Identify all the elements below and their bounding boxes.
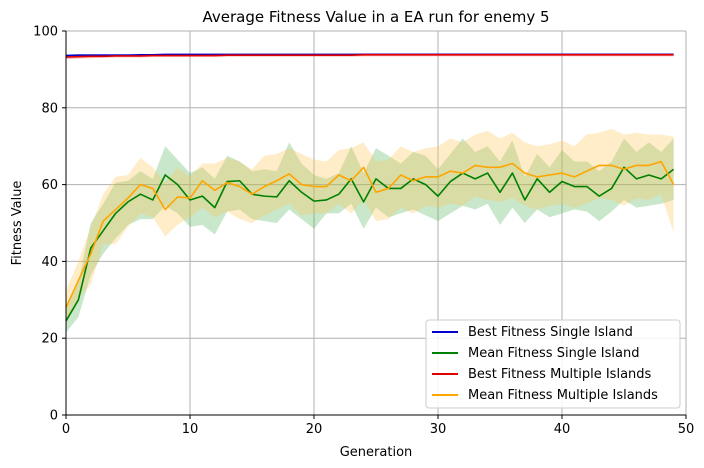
y-tick-label: 40 bbox=[41, 255, 58, 270]
band-mean-fitness-multiple-islands bbox=[66, 128, 674, 323]
x-tick-label: 20 bbox=[306, 422, 323, 437]
legend-item-best-single: Best Fitness Single Island bbox=[432, 325, 633, 340]
x-tick-label: 50 bbox=[678, 422, 695, 437]
legend-item-mean-multiple: Mean Fitness Multiple Islands bbox=[432, 388, 658, 403]
line-best-fitness-multiple-islands bbox=[65, 54, 674, 58]
series-lines bbox=[65, 53, 675, 322]
legend-item-mean-single: Mean Fitness Single Island bbox=[432, 346, 639, 361]
axes bbox=[65, 31, 686, 416]
line-mean-fitness-single-island bbox=[65, 166, 675, 322]
legend: Best Fitness Single Island Mean Fitness … bbox=[425, 319, 681, 409]
legend-item-best-multiple: Best Fitness Multiple Islands bbox=[432, 367, 652, 382]
x-axis-label: Generation bbox=[340, 445, 413, 460]
band-mean-fitness-single-island bbox=[66, 138, 674, 333]
y-tick-label: 60 bbox=[41, 178, 58, 193]
chart-title: Average Fitness Value in a EA run for en… bbox=[202, 8, 549, 26]
legend-label: Best Fitness Single Island bbox=[468, 325, 633, 340]
x-tick-label: 30 bbox=[430, 422, 447, 437]
y-tick-label: 20 bbox=[41, 332, 58, 347]
y-axis-label: Fitness Value bbox=[10, 181, 25, 266]
y-tick-label: 100 bbox=[33, 25, 58, 40]
y-tick-label: 0 bbox=[50, 409, 58, 424]
legend-label: Mean Fitness Single Island bbox=[468, 346, 639, 361]
line-mean-fitness-multiple-islands bbox=[65, 160, 675, 308]
legend-label: Mean Fitness Multiple Islands bbox=[468, 388, 658, 403]
x-tick-label: 0 bbox=[62, 422, 70, 437]
legend-label: Best Fitness Multiple Islands bbox=[468, 367, 652, 382]
ticks: 0 10 20 30 40 50 0 20 40 60 80 100 bbox=[33, 25, 694, 438]
legend-box bbox=[425, 319, 681, 409]
y-tick-label: 80 bbox=[41, 101, 58, 116]
x-tick-label: 10 bbox=[182, 422, 199, 437]
x-tick-label: 40 bbox=[554, 422, 571, 437]
